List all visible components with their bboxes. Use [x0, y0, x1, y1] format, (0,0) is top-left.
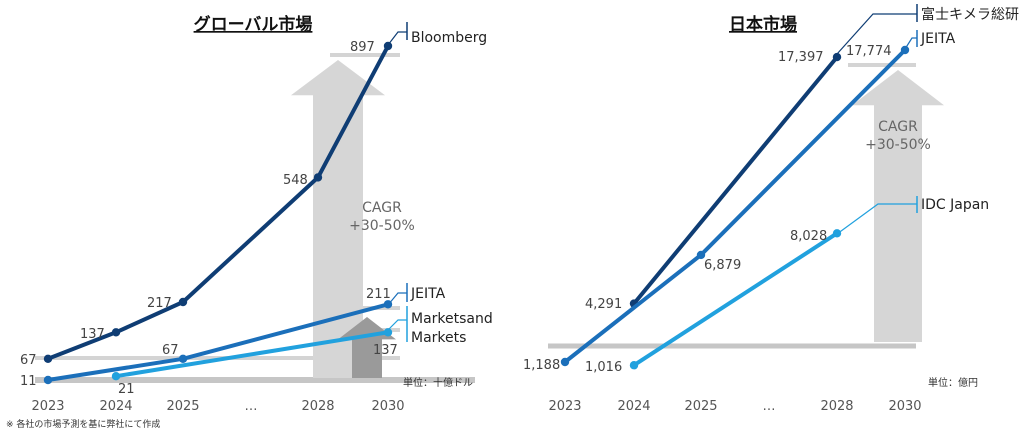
data-label: 137: [80, 327, 105, 342]
data-point: [900, 45, 910, 55]
cagr-label: +30-50%: [865, 137, 931, 153]
leader-line: [836, 13, 917, 55]
global-market-chart: CAGR +30-50% グローバル市場 2023 2024 2025 … 2028 2030 単…: [20, 14, 493, 414]
data-label: 67: [20, 353, 37, 368]
footnote: ※ 各社の市場予測を基に弊社にて作成: [6, 418, 160, 430]
x-tick-label: 2023: [548, 399, 581, 414]
leader-line: [387, 31, 407, 46]
data-point: [383, 328, 393, 337]
data-label: 548: [283, 173, 308, 188]
x-tick-label: …: [245, 399, 258, 414]
x-tick-label: 2025: [166, 399, 199, 414]
data-point: [383, 41, 393, 51]
series-line: [563, 48, 907, 364]
data-label: 17,397: [778, 50, 824, 65]
data-point: [696, 250, 706, 260]
series-name: Bloomberg: [411, 30, 487, 46]
series-name: JEITA: [920, 31, 956, 47]
x-tick-label: …: [763, 399, 776, 414]
cagr-label: CAGR: [362, 200, 402, 216]
series-line: [632, 231, 839, 368]
data-point: [178, 297, 188, 307]
x-tick-label: 2030: [888, 399, 921, 414]
data-point: [560, 357, 570, 367]
data-label: 4,291: [585, 297, 622, 312]
leader-line: [836, 203, 917, 235]
x-tick-label: 2023: [31, 399, 64, 414]
data-point: [629, 361, 639, 370]
x-tick-label: 2025: [684, 399, 717, 414]
x-tick-label: 2030: [371, 399, 404, 414]
data-label: 6,879: [704, 258, 741, 273]
data-point: [832, 52, 842, 62]
data-label: 137: [373, 343, 398, 358]
cagr-arrow: [852, 70, 944, 342]
data-point: [313, 173, 323, 182]
leader-line: [387, 319, 407, 331]
data-label: 17,774: [846, 44, 892, 59]
series-name: JEITA: [410, 286, 446, 302]
series-line: [632, 55, 839, 306]
leader-line: [904, 37, 917, 50]
data-label: 1,016: [585, 360, 622, 375]
data-label: 211: [366, 287, 391, 302]
chart-title: 日本市場: [729, 14, 797, 35]
series-line: [114, 330, 390, 379]
data-label: 217: [147, 296, 172, 311]
data-label: 11: [20, 374, 37, 389]
x-tick-label: 2024: [617, 399, 650, 414]
series-name: IDC Japan: [921, 197, 989, 213]
data-label: 21: [118, 382, 135, 397]
data-label: 8,028: [790, 229, 827, 244]
unit-label: 単位：億円: [928, 376, 978, 389]
x-tick-label: 2028: [820, 399, 853, 414]
data-point: [43, 375, 53, 385]
data-point: [111, 372, 121, 381]
leader-line: [387, 292, 407, 306]
japan-market-chart: CAGR +30-50% 日本市場 2023 2024 2025 … 2028 2030 単位：億…: [523, 4, 1019, 414]
x-tick-label: 2024: [99, 399, 132, 414]
chart-title: グローバル市場: [194, 14, 313, 35]
data-point: [111, 328, 121, 337]
series-name: 富士キメラ総研: [921, 6, 1019, 23]
data-point: [178, 354, 188, 363]
data-label: 897: [350, 40, 375, 55]
cagr-label: +30-50%: [349, 218, 415, 234]
cagr-arrow: [291, 60, 385, 378]
data-label: 67: [162, 343, 179, 358]
data-point: [43, 354, 53, 363]
series-name: Marketsand Markets: [411, 311, 493, 346]
unit-label: 単位：十億ドル: [403, 376, 473, 389]
cagr-label: CAGR: [878, 119, 918, 135]
x-tick-label: 2028: [301, 399, 334, 414]
data-label: 1,188: [523, 358, 560, 373]
